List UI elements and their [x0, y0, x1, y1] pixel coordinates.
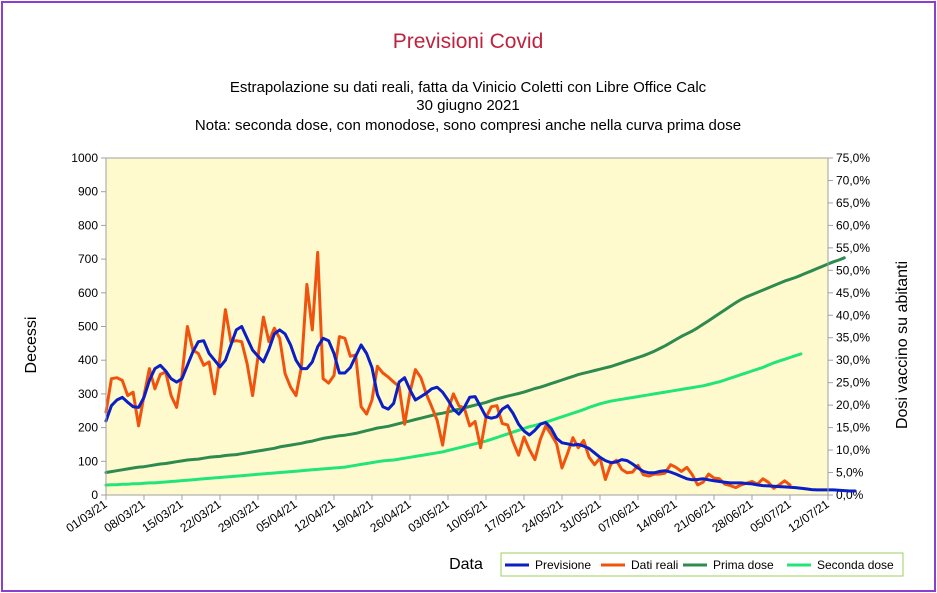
- series-line-prima-dose: [104, 256, 846, 474]
- x-tick-label: 10/05/21: [443, 497, 490, 535]
- y2-tick-label: 20,0%: [836, 398, 870, 412]
- x-tick-label: 17/05/21: [481, 497, 528, 535]
- legend-label-previsione: Previsione: [535, 558, 591, 572]
- y2-tick-label: 65,0%: [836, 196, 870, 210]
- y-tick-label: 200: [78, 421, 98, 435]
- legend-label-prima-dose: Prima dose: [713, 558, 774, 572]
- y-tick-label: 100: [78, 454, 98, 468]
- x-tick-label: 05/07/21: [747, 497, 794, 535]
- x-tick-label: 08/03/21: [101, 497, 148, 535]
- x-tick-label: 12/07/21: [785, 497, 832, 535]
- y2-axis-label: Dosi vaccino su abitanti: [894, 261, 911, 429]
- series-line-seconda-dose: [104, 352, 803, 487]
- x-tick-label: 24/05/21: [519, 497, 566, 535]
- y-tick-label: 1000: [71, 151, 98, 165]
- chart-subtitle-line-2: 30 giugno 2021: [416, 97, 519, 114]
- x-tick-label: 26/04/21: [367, 497, 414, 535]
- chart-subtitle-line-1: Estrapolazione su dati reali, fatta da V…: [230, 79, 707, 96]
- y-tick-label: 800: [78, 218, 98, 232]
- x-tick-label: 05/04/21: [253, 497, 300, 535]
- x-axis-label: Data: [449, 556, 483, 573]
- chart-title: Previsioni Covid: [393, 30, 544, 53]
- series-line-previsione: [104, 325, 857, 493]
- y2-tick-label: 45,0%: [836, 286, 870, 300]
- y2-tick-label: 30,0%: [836, 353, 870, 367]
- y2-tick-label: 15,0%: [836, 421, 870, 435]
- legend-label-seconda-dose: Seconda dose: [817, 558, 894, 572]
- y2-tick-label: 60,0%: [836, 218, 870, 232]
- y2-tick-label: 10,0%: [836, 443, 870, 457]
- x-tick-label: 22/03/21: [177, 497, 224, 535]
- x-tick-label: 31/05/21: [557, 497, 604, 535]
- y-tick-label: 400: [78, 353, 98, 367]
- y-tick-label: 700: [78, 252, 98, 266]
- x-tick-label: 14/06/21: [633, 497, 680, 535]
- x-tick-label: 03/05/21: [405, 497, 452, 535]
- y2-tick-label: 40,0%: [836, 308, 870, 322]
- x-tick-label: 12/04/21: [291, 497, 338, 535]
- chart-subtitle-line-3: Nota: seconda dose, con monodose, sono c…: [195, 117, 741, 134]
- x-tick-label: 01/03/21: [63, 497, 110, 535]
- x-tick-label: 28/06/21: [709, 497, 756, 535]
- y2-tick-label: 55,0%: [836, 241, 870, 255]
- y-tick-label: 0: [91, 488, 98, 502]
- y2-tick-label: 70,0%: [836, 173, 870, 187]
- y2-tick-label: 5,0%: [836, 466, 864, 480]
- y-axis-label: Decessi: [23, 317, 40, 374]
- y2-tick-label: 35,0%: [836, 331, 870, 345]
- x-tick-label: 19/04/21: [329, 497, 376, 535]
- y-tick-label: 300: [78, 387, 98, 401]
- plot-area: [106, 158, 828, 495]
- y-tick-label: 900: [78, 185, 98, 199]
- y-tick-label: 600: [78, 286, 98, 300]
- x-tick-label: 21/06/21: [671, 497, 718, 535]
- y2-tick-label: 25,0%: [836, 376, 870, 390]
- y-tick-label: 500: [78, 320, 98, 334]
- y2-tick-label: 75,0%: [836, 151, 870, 165]
- x-tick-label: 07/06/21: [595, 497, 642, 535]
- y2-tick-label: 50,0%: [836, 263, 870, 277]
- series-line-dati-reali: [104, 250, 792, 490]
- x-tick-label: 15/03/21: [139, 497, 186, 535]
- x-tick-label: 29/03/21: [215, 497, 262, 535]
- legend-label-dati-reali: Dati reali: [631, 558, 678, 572]
